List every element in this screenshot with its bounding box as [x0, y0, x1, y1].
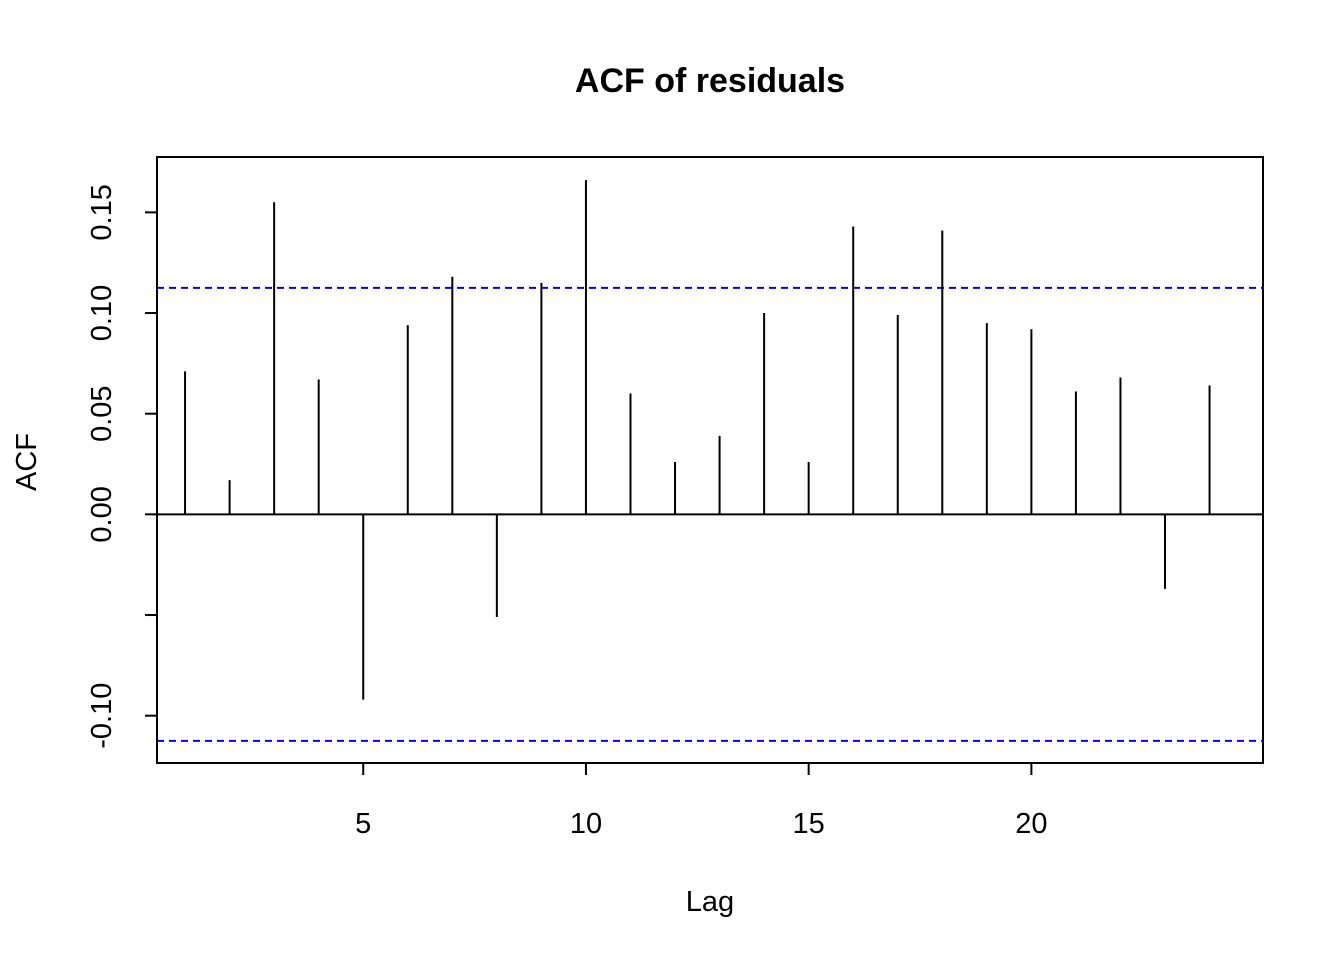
chart-title: ACF of residuals: [575, 62, 845, 100]
confidence-bounds-group: [157, 286, 1263, 742]
x-axis: 5 10 15 20: [355, 763, 1048, 840]
y-tick-label: 0.15: [86, 184, 118, 240]
y-tick-label: -0.10: [86, 683, 118, 749]
y-axis-label: ACF: [11, 433, 43, 491]
x-tick-label: 20: [1015, 808, 1047, 840]
acf-stems-group: [184, 180, 1211, 700]
y-tick-label: 0.00: [86, 486, 118, 542]
x-axis-label: Lag: [686, 886, 734, 918]
x-tick-label: 15: [793, 808, 825, 840]
y-tick-label: 0.05: [86, 385, 118, 441]
y-tick-label: 0.10: [86, 285, 118, 341]
x-tick-label: 5: [355, 808, 371, 840]
plot-frame: [156, 156, 1264, 764]
y-axis: -0.10 0.00 0.05 0.10 0.15: [86, 184, 157, 749]
x-tick-label: 10: [570, 808, 602, 840]
